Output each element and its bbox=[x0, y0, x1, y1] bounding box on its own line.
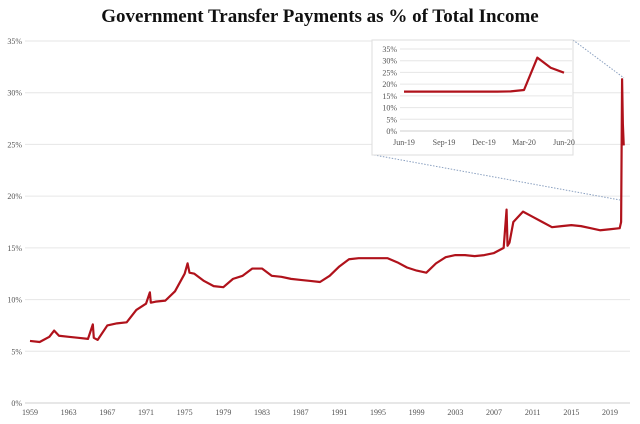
inset-x-tick-label: Dec-19 bbox=[472, 138, 496, 147]
x-tick-label: 2019 bbox=[602, 408, 618, 417]
y-tick-label: 0% bbox=[11, 399, 22, 408]
x-tick-label: 1967 bbox=[99, 408, 115, 417]
x-tick-label: 1975 bbox=[177, 408, 193, 417]
inset-y-tick-label: 10% bbox=[382, 104, 397, 113]
x-tick-label: 1999 bbox=[409, 408, 425, 417]
y-tick-label: 20% bbox=[7, 192, 22, 201]
inset-y-tick-label: 5% bbox=[386, 115, 397, 124]
inset-y-tick-label: 0% bbox=[386, 127, 397, 136]
x-tick-label: 1959 bbox=[22, 408, 38, 417]
x-tick-label: 1963 bbox=[61, 408, 77, 417]
x-tick-label: 1983 bbox=[254, 408, 270, 417]
inset-x-tick-label: Jun-20 bbox=[553, 138, 575, 147]
y-tick-label: 15% bbox=[7, 244, 22, 253]
zoom-connector bbox=[572, 39, 625, 79]
zoom-connector bbox=[373, 154, 621, 201]
x-tick-label: 2011 bbox=[525, 408, 541, 417]
x-tick-label: 1991 bbox=[331, 408, 347, 417]
inset-x-tick-label: Sep-19 bbox=[433, 138, 456, 147]
x-tick-label: 2015 bbox=[563, 408, 579, 417]
x-tick-label: 2007 bbox=[486, 408, 502, 417]
y-tick-label: 35% bbox=[7, 37, 22, 46]
x-tick-label: 1979 bbox=[215, 408, 231, 417]
inset-y-tick-label: 35% bbox=[382, 45, 397, 54]
inset-x-tick-label: Jun-19 bbox=[393, 138, 415, 147]
x-tick-label: 1971 bbox=[138, 408, 154, 417]
x-tick-label: 1995 bbox=[370, 408, 386, 417]
inset-y-tick-label: 30% bbox=[382, 57, 397, 66]
y-tick-label: 10% bbox=[7, 296, 22, 305]
x-tick-label: 2003 bbox=[447, 408, 463, 417]
series-line bbox=[29, 78, 625, 344]
y-tick-label: 25% bbox=[7, 140, 22, 149]
inset-y-tick-label: 15% bbox=[382, 92, 397, 101]
x-tick-label: 1987 bbox=[293, 408, 309, 417]
chart-title: Government Transfer Payments as % of Tot… bbox=[101, 6, 539, 27]
y-tick-label: 5% bbox=[11, 347, 22, 356]
y-tick-label: 30% bbox=[7, 89, 22, 98]
inset-series-line bbox=[404, 56, 565, 93]
inset-x-tick-label: Mar-20 bbox=[512, 138, 536, 147]
inset-y-tick-label: 20% bbox=[382, 80, 397, 89]
inset-y-tick-label: 25% bbox=[382, 68, 397, 77]
